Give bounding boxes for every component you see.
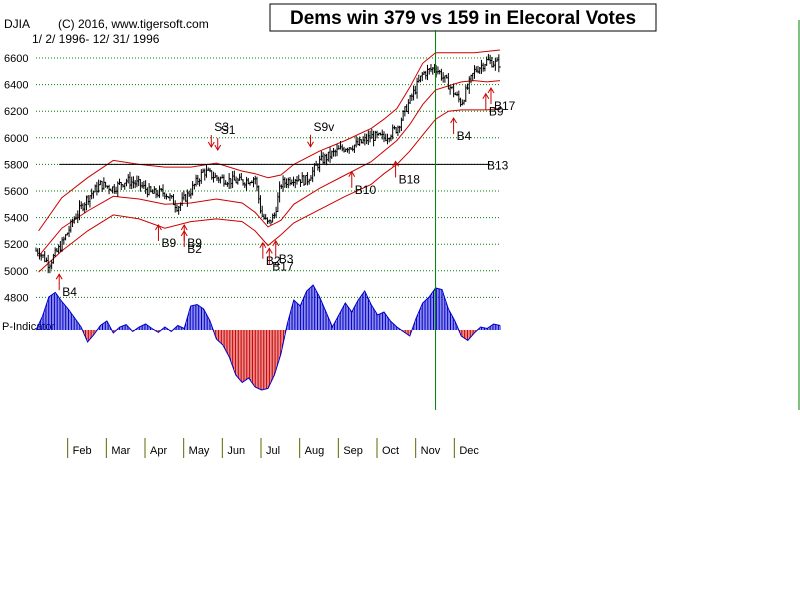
b13-reference-line: B13 (59, 158, 509, 172)
title-box (269, 3, 657, 32)
price-bars (35, 53, 501, 274)
signal-label: B3 (279, 252, 294, 266)
y-tick-label: 6400 (4, 80, 28, 92)
month-label: Jul (266, 445, 280, 457)
signal-arrow-head (55, 273, 63, 280)
price-axis: 6600 6400 6200 6000 5800 5600 5400 5200 5000 4800 (4, 53, 28, 304)
copyright-label: (C) 2016, www.tigersoft.com (58, 17, 209, 31)
upper-band-line (38, 49, 501, 232)
month-label: Nov (421, 445, 441, 457)
signal-label: B18 (399, 172, 421, 186)
signal-label: B9 (187, 236, 202, 250)
signal-label: B2 (187, 242, 202, 256)
middle-band-line (38, 80, 501, 257)
month-label: Dec (459, 445, 479, 457)
signal-arrow-head (392, 160, 400, 167)
y-tick-label: 5200 (4, 239, 28, 251)
signal-label: B10 (355, 183, 377, 197)
month-label: Apr (150, 445, 167, 457)
month-label: Mar (111, 445, 130, 457)
signal-arrow-head (272, 239, 280, 247)
signal-arrow-head (259, 241, 267, 249)
ticker-label: DJIA (4, 17, 30, 31)
month-axis: Feb Mar Apr May Jun Jul Aug Sep Oct Nov Dec (67, 438, 479, 458)
signal-arrow-head (482, 92, 490, 99)
reference-line-label: B13 (487, 158, 509, 172)
y-tick-label: 5000 (4, 266, 28, 278)
signal-arrow-head (450, 117, 458, 124)
p-indicator-label: P-Indicator (2, 321, 56, 333)
y-tick-label: 5800 (4, 159, 28, 171)
signal-arrow-head (214, 144, 222, 151)
signal-label: B9 (489, 105, 504, 119)
signal-arrow-head (207, 141, 215, 149)
y-tick-label: 6200 (4, 106, 28, 118)
chart-title: Dems win 379 vs 159 in Elecoral Votes (290, 8, 636, 29)
signal-label: S9v (314, 120, 335, 134)
y-tick-label: 5400 (4, 213, 28, 225)
y-tick-label: 6000 (4, 133, 28, 145)
signal-arrow-head (180, 230, 188, 237)
signal-arrow-head (487, 87, 495, 94)
p-indicator-panel: P-Indicator (2, 284, 501, 391)
p-indicator-line (35, 284, 501, 391)
month-label: Jun (227, 445, 245, 457)
month-label: Oct (382, 445, 399, 457)
signal-label: B4 (457, 129, 472, 143)
date-range-label: 1/ 2/ 1996- 12/ 31/ 1996 (32, 32, 160, 46)
signal-label: B17 (494, 99, 516, 113)
signal-arrow-head (155, 224, 162, 231)
signal-label: B4 (62, 285, 77, 299)
y-tick-label: 5600 (4, 186, 28, 198)
signal-arrow-head (265, 247, 273, 254)
signal-label: S3 (214, 120, 229, 134)
y-tick-label: 4800 (4, 292, 28, 304)
signal-label: S1 (221, 123, 236, 137)
signal-arrow-head (307, 141, 314, 148)
month-label: Feb (73, 445, 92, 457)
month-label: May (189, 445, 210, 457)
signal-arrow-head (180, 224, 188, 231)
y-tick-label: 6600 (4, 53, 28, 65)
signal-arrow-head (348, 170, 356, 178)
month-label: Aug (305, 445, 325, 457)
trading-bands (38, 49, 501, 273)
month-label: Sep (343, 445, 363, 457)
lower-band-line (38, 108, 501, 273)
signal-label: B9 (161, 236, 176, 250)
signal-label: B17 (272, 259, 294, 273)
